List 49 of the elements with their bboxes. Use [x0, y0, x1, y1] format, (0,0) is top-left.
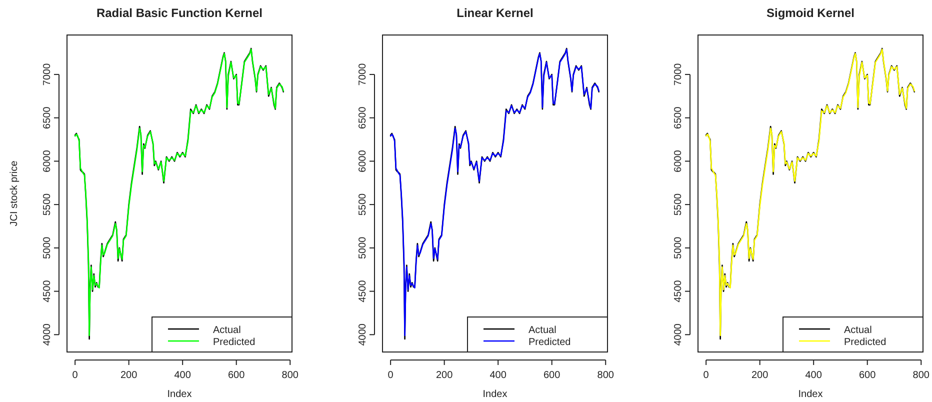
legend-label: Actual — [528, 325, 556, 336]
x-tick-label: 800 — [282, 370, 299, 381]
y-tick-label: 5000 — [42, 236, 53, 260]
legend-label: Predicted — [528, 337, 571, 348]
legend-label: Actual — [844, 325, 872, 336]
y-tick-label: 7000 — [358, 62, 368, 86]
x-tick-label: 400 — [174, 370, 192, 381]
y-tick-label: 7000 — [673, 62, 684, 86]
x-tick-label: 200 — [120, 370, 138, 381]
chart-title: Radial Basic Function Kernel — [96, 6, 263, 20]
y-tick-label: 7000 — [42, 62, 53, 86]
y-tick-label: 6500 — [42, 106, 53, 129]
y-tick-label: 4000 — [358, 323, 368, 346]
y-tick-label: 5000 — [673, 236, 684, 260]
x-axis-title: Index — [798, 389, 823, 400]
x-tick-label: 0 — [703, 370, 710, 381]
x-tick-label: 400 — [490, 370, 507, 381]
y-tick-label: 5500 — [358, 193, 368, 216]
x-tick-label: 800 — [597, 370, 614, 381]
x-axis-title: Index — [167, 389, 192, 400]
x-tick-label: 200 — [436, 370, 454, 381]
y-tick-label: 6500 — [358, 106, 368, 129]
x-tick-label: 600 — [544, 370, 561, 381]
y-tick-label: 5500 — [673, 193, 684, 216]
x-axis-title: Index — [482, 389, 508, 400]
x-tick-label: 600 — [859, 370, 876, 381]
y-tick-label: 4500 — [42, 280, 53, 302]
y-tick-label: 4500 — [673, 280, 684, 302]
x-tick-label: 0 — [388, 370, 394, 381]
y-tick-label: 4000 — [673, 323, 684, 346]
x-tick-label: 800 — [912, 370, 930, 381]
chart-title: Linear Kernel — [456, 6, 534, 20]
y-tick-label: 6000 — [358, 150, 368, 172]
y-tick-label: 6500 — [673, 106, 684, 129]
y-tick-label: 5000 — [358, 236, 368, 260]
legend-label: Actual — [213, 325, 241, 336]
x-tick-label: 0 — [72, 370, 78, 381]
y-tick-label: 4000 — [42, 323, 53, 346]
y-tick-label: 4500 — [358, 280, 368, 302]
x-tick-label: 600 — [228, 370, 246, 381]
y-tick-label: 6000 — [673, 150, 684, 172]
legend-label: Predicted — [844, 337, 886, 348]
legend-label: Predicted — [213, 337, 256, 348]
x-tick-label: 200 — [751, 370, 769, 381]
y-axis-title: JCI stock price — [9, 160, 20, 226]
y-tick-label: 6000 — [42, 150, 53, 172]
chart-title: Sigmoid Kernel — [766, 6, 855, 20]
y-tick-label: 5500 — [42, 193, 53, 216]
x-tick-label: 400 — [805, 370, 822, 381]
